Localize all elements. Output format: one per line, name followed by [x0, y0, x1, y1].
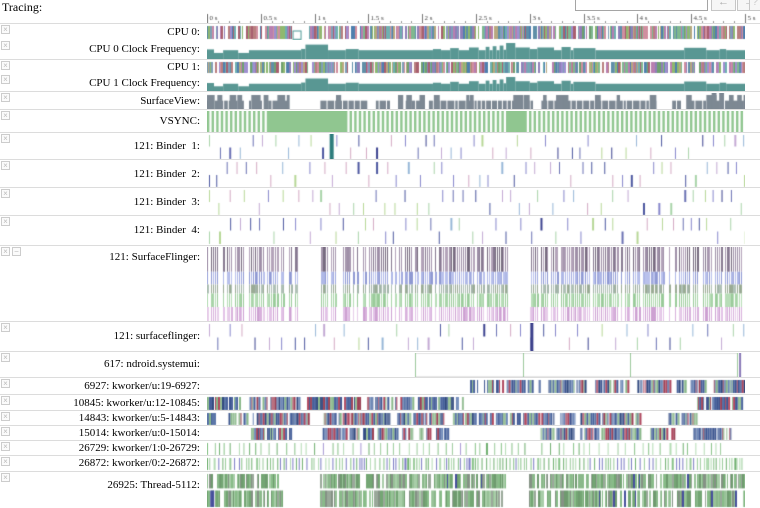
page-title: Tracing:: [2, 0, 43, 14]
row-separator: [0, 440, 760, 441]
track-canvas-w14843[interactable]: [207, 411, 745, 426]
track-canvas-vsync[interactable]: [207, 110, 745, 132]
close-track-button-binder3[interactable]: ×: [1, 189, 10, 198]
row-separator: [0, 321, 760, 322]
track-label-sfbig: 121: SurfaceFlinger:: [109, 251, 200, 263]
track-label-binder2: 121: Binder 2:: [133, 167, 200, 180]
track-label-binder1: 121: Binder 1:: [133, 140, 200, 152]
track-canvas-sfsmall[interactable]: [207, 322, 745, 351]
track-label-w26729: 26729: kworker/1:0-26729:: [78, 442, 200, 454]
track-label-sfsmall: 121: surfaceflinger:: [113, 330, 200, 342]
row-separator: [0, 377, 760, 378]
row-separator: [0, 425, 760, 426]
close-track-button-binder1[interactable]: ×: [1, 134, 10, 143]
track-label-w14843: 14843: kworker/u:5-14843:: [78, 412, 200, 424]
track-label-w10845: 10845: kworker/u:12-10845:: [73, 396, 200, 409]
close-track-button-w10845[interactable]: ×: [1, 396, 10, 405]
close-track-button-w6927[interactable]: ×: [1, 379, 10, 388]
close-track-button-cpu1freq[interactable]: ×: [1, 75, 10, 84]
row-separator: [0, 351, 760, 352]
track-label-w15014: 15014: kworker/u:0-15014:: [78, 427, 200, 439]
track-canvas-cpu0freq[interactable]: [207, 40, 745, 59]
track-canvas-binder2[interactable]: [207, 160, 745, 188]
track-canvas-cpu1freq[interactable]: [207, 74, 745, 92]
close-track-button-sfbig[interactable]: ×: [1, 247, 10, 256]
row-separator: [0, 455, 760, 456]
row-separator: [0, 159, 760, 160]
track-label-w6927: 6927: kworker/u:19-6927:: [84, 379, 200, 392]
track-label-binder3: 121: Binder 3:: [133, 195, 200, 208]
track-canvas-binder3[interactable]: [207, 188, 745, 216]
track-canvas-w26872[interactable]: [207, 456, 745, 471]
track-canvas-w6927[interactable]: [207, 378, 745, 394]
row-separator: [0, 187, 760, 188]
row-separator: [0, 59, 760, 60]
close-track-button-cpu1[interactable]: ×: [1, 61, 10, 70]
track-canvas-w26729[interactable]: [207, 441, 745, 456]
help-button[interactable]: ?: [749, 0, 760, 11]
close-track-button-w26872[interactable]: ×: [1, 457, 10, 466]
track-label-binder4: 121: Binder 4:: [133, 224, 200, 236]
find-previous-button[interactable]: ←: [711, 0, 736, 11]
row-separator: [0, 471, 760, 472]
close-track-button-thread[interactable]: ×: [1, 473, 10, 482]
track-label-cpu1freq: CPU 1 Clock Frequency:: [89, 76, 200, 89]
row-separator: [0, 394, 760, 395]
track-label-vsync: VSYNC:: [159, 114, 200, 127]
track-canvas-surfaceview[interactable]: [207, 92, 745, 110]
close-track-button-surfaceview[interactable]: ×: [1, 93, 10, 102]
track-label-cpu1: CPU 1:: [167, 60, 200, 73]
track-label-thread: 26925: Thread-5112:: [107, 479, 200, 491]
search-input[interactable]: [575, 0, 708, 11]
track-canvas-w10845[interactable]: [207, 395, 745, 411]
row-separator: [0, 109, 760, 110]
row-separator: [0, 215, 760, 216]
track-label-surfaceview: SurfaceView:: [140, 94, 200, 107]
row-separator: [0, 132, 760, 133]
track-canvas-cpu1[interactable]: [207, 60, 745, 74]
track-canvas-sfbig[interactable]: [207, 246, 745, 322]
close-track-button-w15014[interactable]: ×: [1, 427, 10, 436]
close-track-button-cpu0freq[interactable]: ×: [1, 41, 10, 50]
close-track-button-vsync[interactable]: ×: [1, 111, 10, 120]
close-track-button-w14843[interactable]: ×: [1, 412, 10, 421]
timeline-ruler[interactable]: [207, 12, 760, 24]
collapse-track-button-sfbig[interactable]: −: [12, 247, 21, 256]
close-track-button-systemui[interactable]: ×: [1, 353, 10, 362]
row-separator: [0, 410, 760, 411]
track-label-systemui: 617: ndroid.systemui:: [104, 358, 200, 370]
row-separator: [0, 245, 760, 246]
close-track-button-sfsmall[interactable]: ×: [1, 323, 10, 332]
track-label-w26872: 26872: kworker/0:2-26872:: [78, 457, 200, 469]
track-canvas-binder1[interactable]: [207, 133, 745, 160]
close-track-button-w26729[interactable]: ×: [1, 442, 10, 451]
track-label-cpu0: CPU 0:: [167, 25, 200, 38]
track-canvas-cpu0[interactable]: [207, 24, 745, 40]
close-track-button-binder4[interactable]: ×: [1, 217, 10, 226]
row-separator: [0, 23, 760, 24]
track-canvas-w15014[interactable]: [207, 426, 745, 441]
close-track-button-binder2[interactable]: ×: [1, 161, 10, 170]
track-canvas-thread[interactable]: [207, 472, 745, 508]
track-label-cpu0freq: CPU 0 Clock Frequency:: [89, 43, 200, 55]
row-separator: [0, 91, 760, 92]
track-canvas-systemui[interactable]: [207, 352, 745, 377]
close-track-button-cpu0[interactable]: ×: [1, 25, 10, 34]
track-canvas-binder4[interactable]: [207, 216, 745, 245]
